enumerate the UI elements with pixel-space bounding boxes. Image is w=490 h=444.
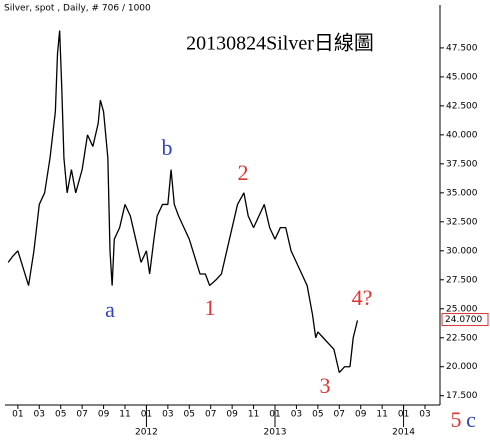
x-tick-label: 05 — [312, 410, 323, 420]
year-label: 2014 — [392, 428, 415, 438]
y-tick-label: 40.000 — [446, 130, 478, 140]
last-price-box — [441, 313, 489, 327]
x-tick-label: 11 — [248, 410, 259, 420]
y-tick-label: 17.500 — [446, 391, 478, 401]
x-tick-label: 07 — [76, 410, 87, 420]
x-tick-label: 07 — [334, 410, 345, 420]
x-tick-label: 05 — [184, 410, 195, 420]
x-tick-label: 05 — [55, 410, 66, 420]
chart-title: 20130824Silver日線圖 — [186, 32, 374, 55]
x-tick-label: 03 — [34, 410, 45, 420]
price-line — [7, 30, 359, 373]
x-tick-label: 03 — [419, 410, 430, 420]
x-tick-label: 03 — [291, 410, 302, 420]
x-tick-label: 01 — [12, 410, 23, 420]
wave-label: a — [105, 297, 115, 322]
wave-label: 1 — [205, 295, 216, 320]
wave-label: 5 — [451, 407, 462, 432]
y-tick-label: 30.000 — [446, 246, 478, 256]
wave-label: 2 — [238, 160, 249, 185]
wave-label: 4? — [352, 285, 373, 310]
y-tick-label: 32.500 — [446, 217, 478, 227]
y-tick-label: 45.000 — [446, 72, 478, 82]
x-tick-label: 09 — [226, 410, 238, 420]
x-tick-label: 07 — [205, 410, 216, 420]
y-tick-label: 47.500 — [446, 43, 478, 53]
x-tick-label: 11 — [376, 410, 387, 420]
x-tick-label: 11 — [119, 410, 130, 420]
x-tick-label: 09 — [355, 410, 367, 420]
y-tick-label: 35.000 — [446, 188, 478, 198]
y-tick-label: 37.500 — [446, 159, 478, 169]
y-tick-label: 42.500 — [446, 101, 478, 111]
year-label: 2013 — [264, 428, 287, 438]
wave-label: c — [466, 407, 476, 432]
x-tick-label: 09 — [98, 410, 110, 420]
wave-label: 3 — [320, 373, 331, 398]
year-label: 2012 — [135, 428, 158, 438]
last-price-label: 24.0700 — [445, 315, 482, 325]
y-tick-label: 22.500 — [446, 333, 478, 343]
y-tick-label: 20.000 — [446, 362, 478, 372]
x-tick-label: 03 — [162, 410, 173, 420]
y-tick-label: 27.500 — [446, 275, 478, 285]
chart-header: Silver, spot , Daily, # 706 / 1000 — [4, 4, 151, 14]
y-tick-label: 25.000 — [446, 304, 478, 314]
wave-label: b — [162, 135, 173, 160]
